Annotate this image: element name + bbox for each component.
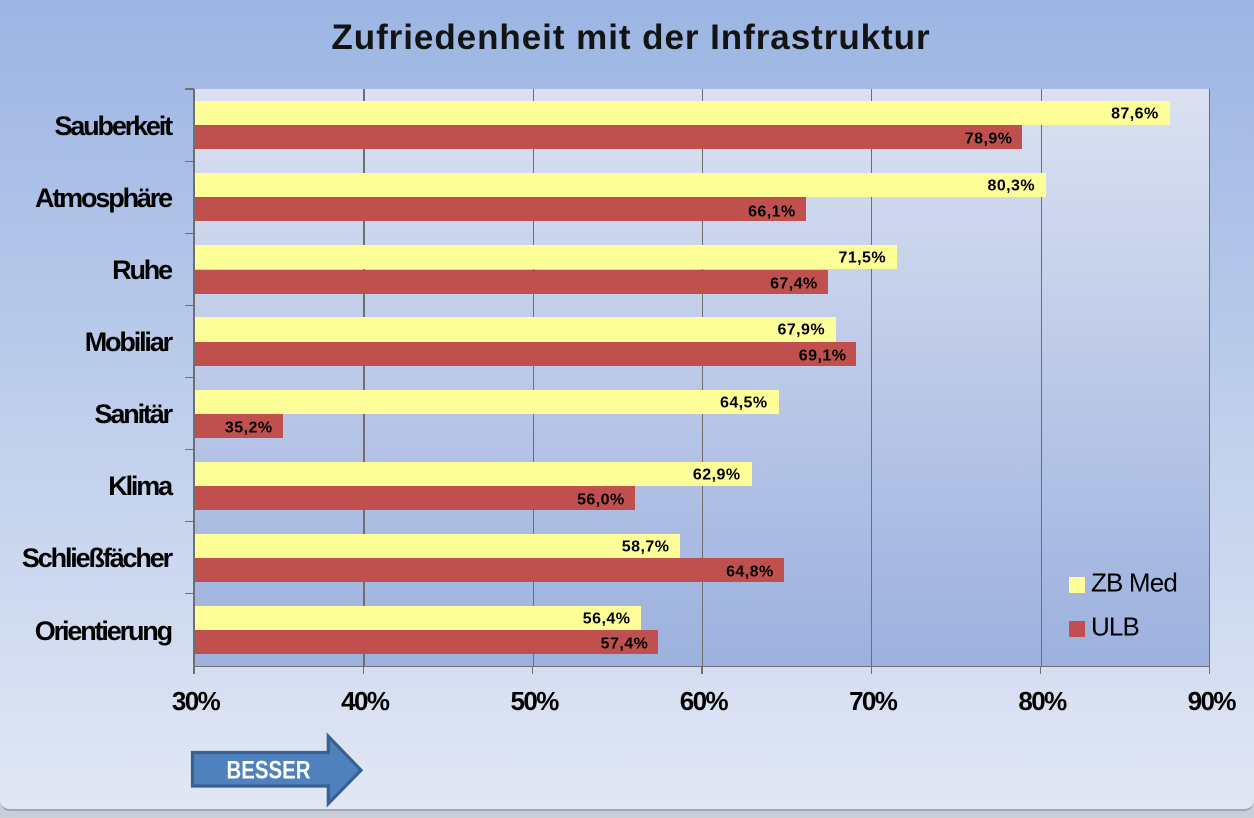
svg-text:BESSER: BESSER — [227, 757, 311, 785]
